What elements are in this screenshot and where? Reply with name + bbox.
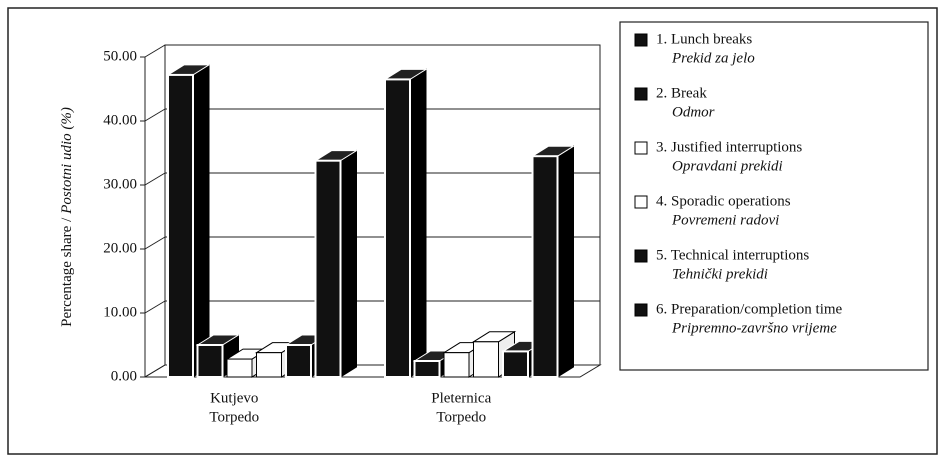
y-tick-label: 20.00 bbox=[103, 240, 137, 256]
legend-label-local: Opravdani prekidi bbox=[672, 158, 783, 174]
x-tick-label: Pleternica bbox=[431, 390, 491, 406]
bar-face bbox=[340, 149, 357, 378]
x-tick-label: Kutjevo bbox=[210, 390, 258, 406]
grid-line bbox=[144, 364, 166, 378]
legend-swatch bbox=[634, 249, 648, 263]
y-axis-label: Percentage share / Postotni udio (%) bbox=[59, 107, 75, 327]
legend-label: 2. Break bbox=[656, 85, 707, 101]
legend-label: 3. Justified interruptions bbox=[656, 139, 802, 155]
bar-face bbox=[557, 145, 574, 378]
bar-face bbox=[285, 344, 312, 378]
bar-face bbox=[167, 73, 194, 378]
bar-face bbox=[384, 78, 411, 379]
legend-swatch bbox=[634, 303, 648, 317]
x-tick-label: Torpedo bbox=[436, 409, 486, 425]
legend-label-local: Povremeni radovi bbox=[671, 212, 779, 228]
bar-face bbox=[443, 352, 470, 378]
bar-face bbox=[192, 64, 210, 378]
bar-face bbox=[473, 341, 499, 378]
legend-label: 1. Lunch breaks bbox=[656, 31, 752, 47]
y-tick-label: 40.00 bbox=[103, 112, 137, 128]
legend-swatch bbox=[634, 195, 648, 209]
grid-line bbox=[144, 44, 166, 58]
bar bbox=[530, 145, 576, 378]
y-axis-label-part: Percentage share / bbox=[59, 217, 75, 327]
legend-label-local: Odmor bbox=[672, 104, 715, 120]
bar-face bbox=[314, 159, 342, 378]
legend-label-local: Pripremno-završno vrijeme bbox=[671, 320, 837, 336]
frame bbox=[7, 7, 938, 455]
bar bbox=[166, 64, 211, 378]
legend-swatch bbox=[634, 141, 648, 155]
bar-face bbox=[409, 68, 427, 378]
bar-face bbox=[502, 350, 529, 378]
y-tick-label: 50.00 bbox=[103, 48, 137, 64]
grid-line bbox=[144, 300, 166, 314]
bar-face bbox=[413, 360, 441, 378]
grid-line bbox=[144, 236, 166, 250]
y-tick-label: 0.00 bbox=[111, 368, 137, 384]
bar-face bbox=[226, 358, 253, 378]
bar-face bbox=[531, 155, 559, 378]
legend-swatch bbox=[634, 87, 648, 101]
legend-label-local: Tehnički prekidi bbox=[672, 266, 768, 282]
legend-label: 5. Technical interruptions bbox=[656, 247, 809, 263]
legend-label-local: Prekid za jelo bbox=[671, 50, 755, 66]
x-tick-label: Torpedo bbox=[209, 409, 259, 425]
y-tick-label: 30.00 bbox=[103, 176, 137, 192]
bar bbox=[195, 334, 241, 378]
legend-swatch bbox=[634, 33, 648, 47]
grid-line bbox=[144, 108, 166, 122]
legend-label: 4. Sporadic operations bbox=[656, 193, 791, 209]
bar bbox=[313, 149, 359, 378]
bar-face bbox=[256, 352, 282, 378]
bar-face bbox=[196, 344, 224, 378]
legend-label: 6. Preparation/completion time bbox=[656, 301, 843, 317]
y-tick-label: 10.00 bbox=[103, 304, 137, 320]
y-axis-label-part: Postotni udio (%) bbox=[59, 107, 75, 215]
legend-box bbox=[619, 21, 929, 371]
grid-line bbox=[144, 172, 166, 186]
bar bbox=[383, 68, 428, 379]
